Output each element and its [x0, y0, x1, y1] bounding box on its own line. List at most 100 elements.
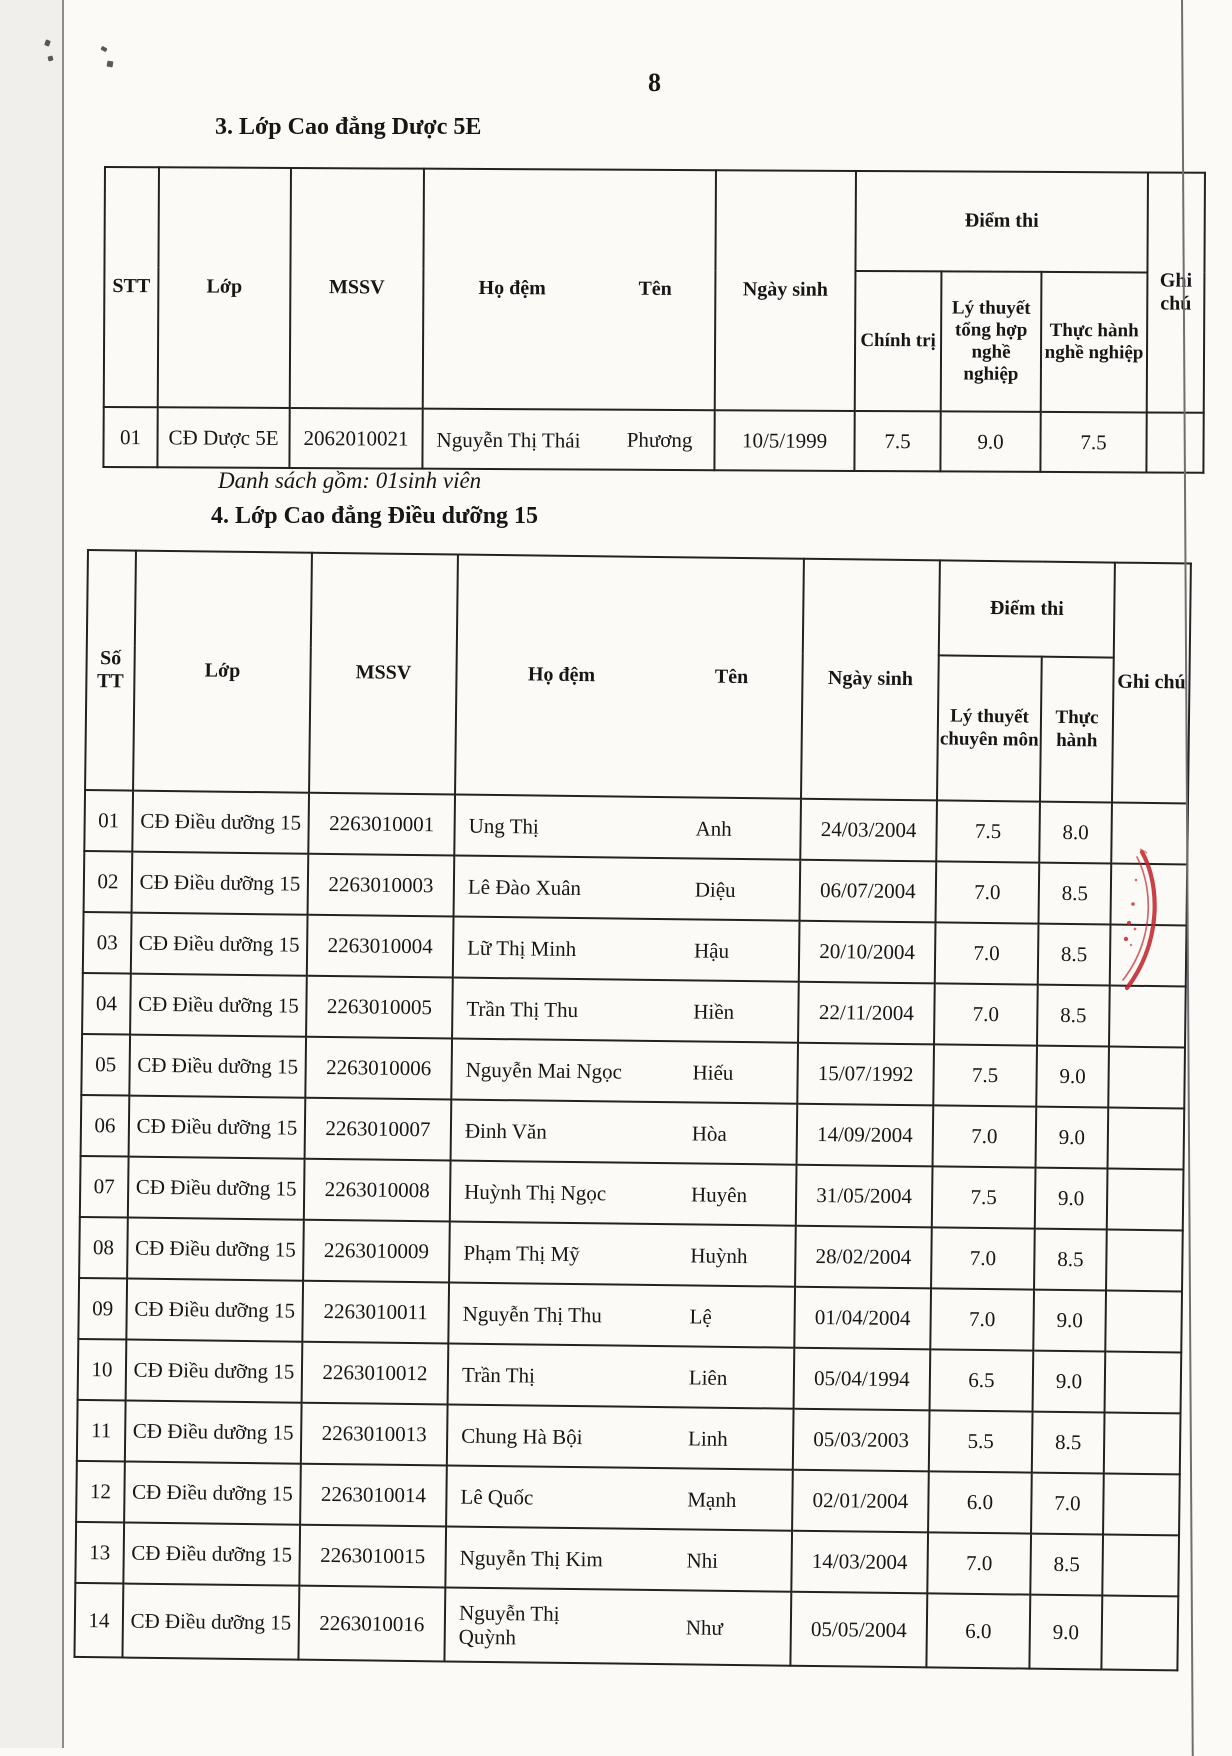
cell-so-tt: 12 [76, 1460, 125, 1523]
col-header-stt: STT [103, 167, 159, 408]
list-count-note: Danh sách gồm: 01sinh viên [218, 468, 482, 493]
cell-ly-thuyet: 7.0 [931, 1227, 1035, 1290]
cell-ten: Hậu [693, 938, 730, 963]
cell-name: Trần Thị Thu Hiền [452, 977, 799, 1043]
cell-ghi-chu [1146, 412, 1204, 473]
cell-name: Đinh Văn Hòa [450, 1099, 798, 1165]
col-header-lop: Lớp [157, 167, 291, 408]
cell-thuc-hanh: 7.0 [1031, 1472, 1104, 1535]
table-body: 01 CĐ Dược 5E 2062010021 Nguyễn Thị Thái Phư… [103, 407, 1204, 473]
cell-so-tt: 02 [83, 850, 133, 913]
cell-so-tt: 03 [82, 911, 132, 974]
scan-left-edge-line [62, 0, 64, 1748]
cell-mssv: 2263010009 [303, 1219, 450, 1283]
col-header-thuc-hanh: Thực hành [1039, 656, 1114, 803]
cell-lop: CĐ Điều dưỡng 15 [127, 1156, 305, 1220]
cell-ly-thuyet: 7.0 [934, 922, 1039, 985]
cell-lop: CĐ Điều dưỡng 15 [130, 912, 308, 976]
cell-stt: 01 [103, 407, 158, 468]
cell-ten: Anh [695, 816, 732, 841]
cell-ten: Nhi [686, 1548, 719, 1573]
cell-ly-thuyet: 7.5 [936, 800, 1040, 863]
col-header-chinh-tri: Chính trị [854, 270, 942, 412]
cell-name: Lê Đào Xuân Diệu [453, 855, 801, 921]
section4-title: 4. Lớp Cao đẳng Điều dưỡng 15 [211, 503, 539, 529]
cell-mssv: 2263010016 [298, 1585, 446, 1662]
cell-lop: CĐ Điều dưỡng 15 [131, 851, 309, 915]
cell-ly-thuyet: 7.0 [935, 861, 1040, 924]
cell-name: Ung Thị Anh [454, 794, 802, 860]
cell-ngay-sinh: 01/04/2004 [794, 1286, 932, 1350]
cell-lop: CĐ Điều dưỡng 15 [122, 1583, 300, 1660]
cell-ngay-sinh: 28/02/2004 [795, 1225, 932, 1289]
cell-chinh-tri: 7.5 [854, 410, 941, 472]
col-header-ngay-sinh: Ngày sinh [801, 558, 940, 801]
table-cao-dang-dieu-duong-15: Số TT Lớp MSSV Họ đệm Tên Ngày sinh Điểm… [73, 549, 1191, 1671]
cell-ghi-chu [1103, 1412, 1181, 1475]
cell-ho-dem: Trần Thị [461, 1362, 536, 1388]
cell-lop: CĐ Điều dưỡng 15 [132, 790, 310, 854]
col-header-ghi-chu: Ghi chú [1111, 562, 1191, 804]
cell-ngay-sinh: 06/07/2004 [799, 859, 937, 923]
cell-ly-thuyet: 7.0 [927, 1532, 1032, 1595]
ink-speck [100, 45, 108, 53]
cell-mssv: 2263010006 [305, 1036, 453, 1100]
cell-ghi-chu [1101, 1595, 1179, 1671]
cell-ly-thuyet: 7.5 [931, 1166, 1036, 1229]
cell-ten: Hiền [693, 999, 735, 1024]
cell-name: Nguyễn Mai Ngọc Hiếu [451, 1038, 799, 1104]
page-number: 8 [648, 68, 662, 97]
cell-ly-thuyet: 6.0 [928, 1471, 1032, 1534]
cell-ngay-sinh: 14/03/2004 [791, 1530, 929, 1594]
cell-ngay-sinh: 24/03/2004 [800, 798, 937, 862]
cell-ho-dem: Chung Hà Bội [461, 1423, 583, 1450]
cell-ho-dem: Đinh Văn [464, 1118, 547, 1144]
cell-lop: CĐ Điều dưỡng 15 [127, 1217, 304, 1281]
cell-name: Lê Quốc Mạnh [446, 1465, 793, 1531]
table-row: 14 CĐ Điều dưỡng 15 2263010016 Nguyễn Thị Q… [74, 1582, 1179, 1671]
col-header-ten: Tên [638, 278, 672, 301]
cell-ho-dem: Phạm Thị Mỹ [463, 1240, 580, 1267]
col-header-name: Họ đệm Tên [455, 554, 804, 799]
col-header-lop: Lớp [133, 550, 312, 793]
cell-lop: CĐ Điều dưỡng 15 [128, 1095, 306, 1159]
col-header-ten: Tên [714, 666, 749, 689]
cell-mssv: 2263010008 [303, 1158, 451, 1222]
cell-ten: Huyên [690, 1182, 748, 1207]
cell-ten: Như [685, 1614, 723, 1640]
cell-ngay-sinh: 10/5/1999 [714, 410, 855, 471]
section3-title: 3. Lớp Cao đẳng Dược 5E [215, 114, 482, 140]
cell-lop: CĐ Điều dưỡng 15 [126, 1278, 304, 1342]
cell-thuc-hanh: 8.5 [1034, 1228, 1107, 1291]
cell-thuc-hanh: 8.5 [1038, 862, 1112, 925]
cell-thuc-hanh: 9.0 [1034, 1167, 1108, 1230]
col-header-ghi-chu: Ghi chú [1146, 172, 1205, 413]
cell-ten: Diệu [694, 877, 736, 902]
cell-ho-dem: Lê Đào Xuân [467, 874, 582, 901]
cell-ten: Lệ [689, 1304, 712, 1329]
cell-mssv: 2263010012 [301, 1341, 449, 1405]
cell-mssv: 2263010004 [306, 914, 454, 978]
cell-mssv: 2263010011 [302, 1280, 450, 1344]
cell-so-tt: 07 [79, 1155, 129, 1218]
cell-lop: CĐ Điều dưỡng 15 [130, 973, 307, 1037]
cell-ho-dem: Lữ Thị Minh [467, 935, 577, 962]
col-header-mssv: MSSV [289, 167, 424, 409]
cell-thuc-hanh: 9.0 [1033, 1289, 1107, 1352]
cell-lop: CĐ Điều dưỡng 15 [123, 1522, 301, 1586]
cell-ngay-sinh: 05/04/1994 [793, 1347, 931, 1411]
cell-ngay-sinh: 02/01/2004 [792, 1469, 929, 1533]
cell-ngay-sinh: 05/05/2004 [790, 1591, 928, 1668]
cell-so-tt: 11 [76, 1399, 126, 1462]
cell-mssv: 2263010005 [306, 975, 453, 1039]
cell-name: Nguyễn Thị Quỳnh Như [444, 1587, 792, 1666]
cell-ho-dem: Trần Thị Thu [466, 996, 579, 1023]
col-header-so-tt: Số TT [85, 550, 136, 791]
col-header-mssv: MSSV [309, 552, 458, 795]
cell-mssv: 2263010001 [308, 792, 456, 856]
col-header-name: Họ đệm Tên [422, 168, 716, 411]
cell-ten: Phương [626, 428, 693, 453]
table-body: 01 CĐ Điều dưỡng 15 2263010001 Ung Thị Anh 24… [74, 789, 1188, 1671]
cell-so-tt: 01 [84, 789, 134, 852]
